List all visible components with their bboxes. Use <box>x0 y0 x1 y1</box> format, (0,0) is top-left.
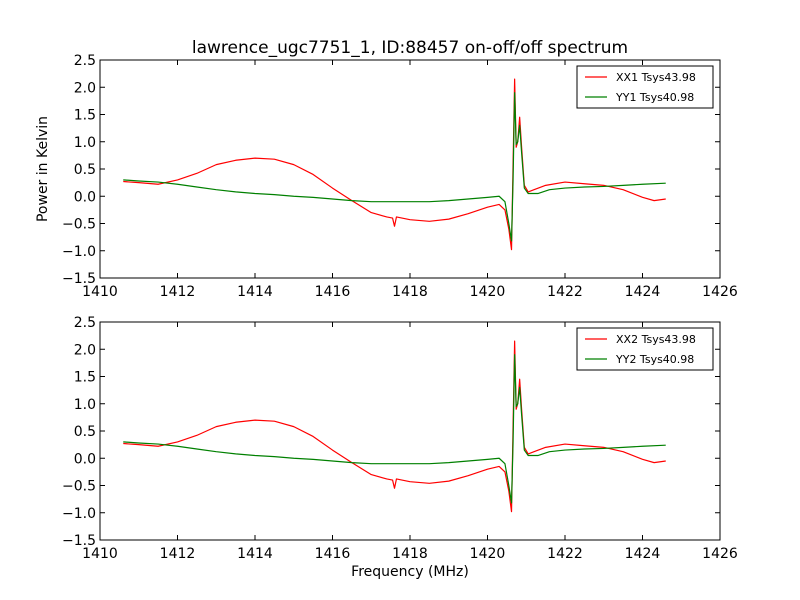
top-legend-label-1: XX1 Tsys43.98 <box>616 71 696 84</box>
top-y-tick-label: 2.0 <box>74 80 96 96</box>
top-y-tick-label: 0.5 <box>74 162 96 178</box>
top-y-axis-label: Power in Kelvin <box>35 116 51 222</box>
bottom-legend-label-2: YY2 Tsys40.98 <box>615 353 694 366</box>
top-panel: 1410 1412 1414 1416 1418 1420 1422 1424 1426 −1.5… <box>62 53 738 300</box>
top-x-tick-label: 1418 <box>392 284 428 300</box>
top-legend-label-2: YY1 Tsys40.98 <box>615 91 694 104</box>
bottom-y-tick-label: 2.5 <box>74 315 96 331</box>
bottom-x-tick-label: 1416 <box>315 546 351 562</box>
top-y-tick-label: −1.0 <box>62 244 96 260</box>
top-legend-box <box>576 65 714 109</box>
bottom-series-line-2 <box>123 354 666 504</box>
top-y-tick-label: 1.5 <box>74 108 96 124</box>
bottom-series-line-1 <box>123 340 666 513</box>
top-x-tick-label: 1416 <box>315 284 351 300</box>
top-y-tick-label: 1.0 <box>74 135 96 151</box>
top-x-tick-label: 1414 <box>237 284 273 300</box>
bottom-x-tick-label: 1414 <box>237 546 273 562</box>
bottom-panel: 1410 1412 1414 1416 1418 1420 1422 1424 1426 −1.5… <box>62 315 738 562</box>
bottom-y-tick-label: 2.0 <box>74 342 96 358</box>
bottom-legend-label-1: XX2 Tsys43.98 <box>616 333 696 346</box>
top-x-tick-label: 1412 <box>160 284 196 300</box>
bottom-x-tick-label: 1410 <box>82 546 118 562</box>
bottom-x-axis-label: Frequency (MHz) <box>351 564 469 580</box>
bottom-y-tick-label: 1.0 <box>74 397 96 413</box>
bottom-y-tick-label: 1.5 <box>74 370 96 386</box>
top-x-tick-label: 1424 <box>625 284 661 300</box>
top-y-tick-label: 2.5 <box>74 53 96 69</box>
bottom-x-tick-label: 1426 <box>702 546 738 562</box>
bottom-y-tick-label: −1.5 <box>62 533 96 549</box>
top-series-line-2 <box>123 92 666 242</box>
bottom-x-tick-label: 1418 <box>392 546 428 562</box>
bottom-y-tick-label: 0.5 <box>74 424 96 440</box>
chart-title: lawrence_ugc7751_1, ID:88457 on-off/off … <box>192 38 628 58</box>
top-x-tick-label: 1422 <box>547 284 583 300</box>
top-x-tick-label: 1426 <box>702 284 738 300</box>
bottom-x-tick-label: 1420 <box>470 546 506 562</box>
top-y-tick-label: −0.5 <box>62 217 96 233</box>
bottom-x-tick-label: 1424 <box>625 546 661 562</box>
top-x-tick-label: 1410 <box>82 284 118 300</box>
top-y-tick-label: 0.0 <box>74 189 96 205</box>
bottom-y-tick-label: −1.0 <box>62 506 96 522</box>
top-legend: XX1 Tsys43.98 YY1 Tsys40.98 <box>576 65 714 109</box>
top-y-tick-label: −1.5 <box>62 271 96 287</box>
bottom-legend: XX2 Tsys43.98 YY2 Tsys40.98 <box>576 327 714 371</box>
bottom-x-tick-label: 1422 <box>547 546 583 562</box>
bottom-legend-box <box>576 327 714 371</box>
bottom-x-tick-label: 1412 <box>160 546 196 562</box>
top-series-line-1 <box>123 78 666 251</box>
bottom-y-tick-label: 0.0 <box>74 451 96 467</box>
bottom-y-tick-label: −0.5 <box>62 479 96 495</box>
top-x-tick-label: 1420 <box>470 284 506 300</box>
